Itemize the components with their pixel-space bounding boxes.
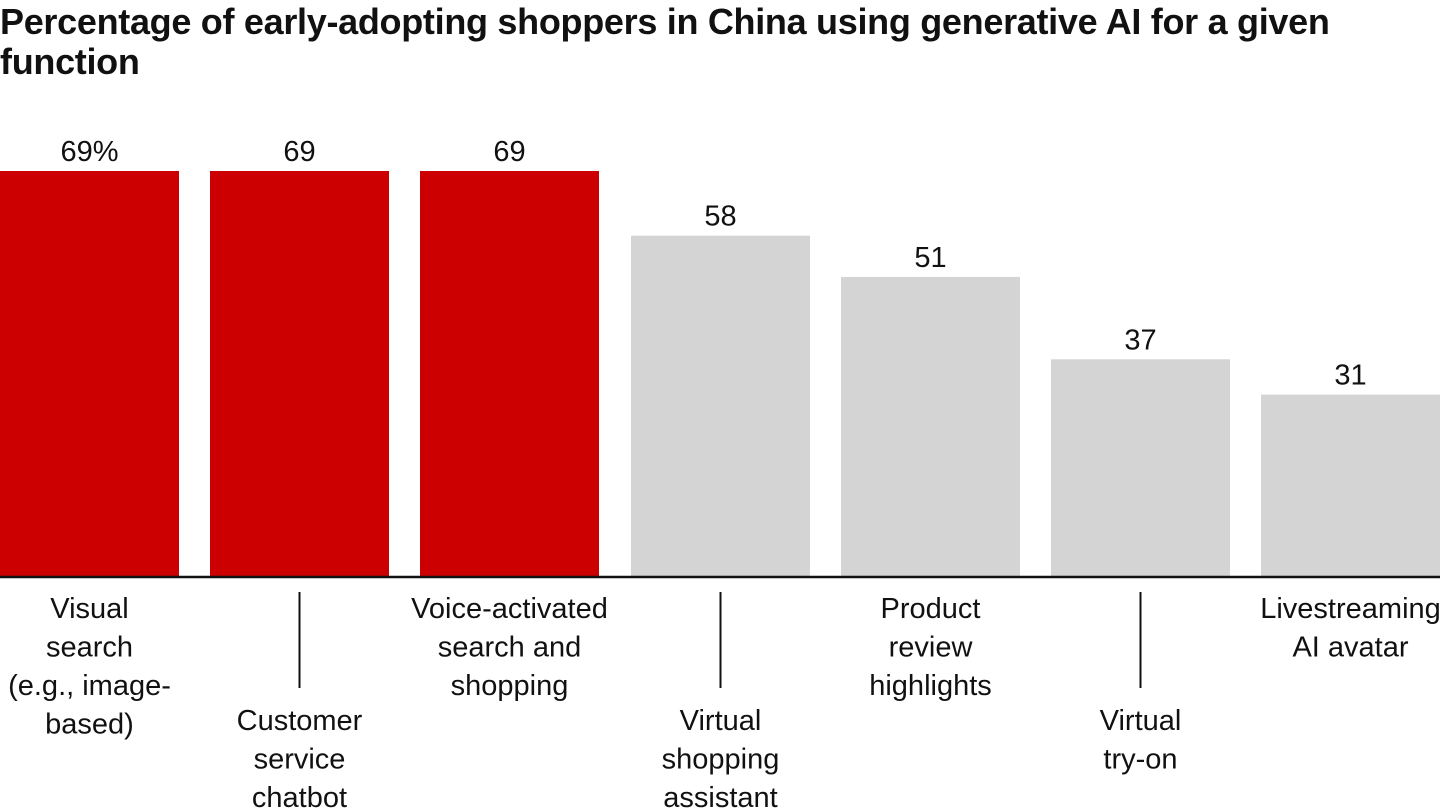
category-label-line: assistant — [663, 782, 777, 810]
bar — [631, 235, 810, 577]
category-label-line: Virtual — [1100, 705, 1182, 737]
category-label: Product review highlights — [869, 593, 992, 702]
bar — [1051, 359, 1230, 577]
value-label: 58 — [704, 201, 736, 233]
category-label-line: Voice-activated — [411, 593, 608, 625]
category-label-line: shopping — [451, 670, 569, 702]
category-label: Customer service chatbot — [237, 705, 363, 810]
category-label-line: Visual — [50, 593, 128, 625]
category-label: Livestreaming AI avatar — [1260, 593, 1440, 664]
category-label: Virtual shopping assistant — [662, 705, 780, 810]
category-label: Visual search (e.g., image-based) — [8, 593, 171, 741]
value-label: 69% — [60, 136, 118, 168]
category-label-line: highlights — [869, 670, 992, 702]
category-label-line: Livestreaming — [1260, 593, 1440, 625]
category-label-line: search and — [438, 632, 582, 664]
bar — [841, 276, 1020, 577]
category-label-line: try-on — [1103, 744, 1177, 776]
category-label-line: Customer — [237, 705, 363, 737]
category-label-line: Product — [881, 593, 981, 625]
category-label-line: AI avatar — [1292, 632, 1408, 664]
value-label: 51 — [914, 242, 946, 274]
bar — [210, 171, 389, 577]
value-label: 37 — [1124, 324, 1156, 356]
value-label: 31 — [1334, 360, 1366, 392]
category-label-line: (e.g., image- — [8, 670, 171, 702]
category-label-line: based) — [45, 709, 134, 741]
category-label-line: review — [889, 632, 974, 664]
chart-title: Percentage of early-adopting shoppers in… — [0, 1, 1330, 82]
category-label: Voice-activated search and shopping — [411, 593, 608, 702]
category-label: Virtual try-on — [1100, 705, 1182, 776]
bar — [1261, 394, 1440, 577]
category-label-line: Virtual — [680, 705, 762, 737]
value-label: 69 — [283, 136, 315, 168]
category-label-line: service — [254, 744, 346, 776]
bar — [420, 171, 599, 577]
value-label: 69 — [493, 136, 525, 168]
category-label-line: shopping — [662, 744, 780, 776]
bar — [0, 171, 179, 577]
category-label-line: search — [46, 632, 133, 664]
category-label-line: chatbot — [252, 782, 347, 810]
